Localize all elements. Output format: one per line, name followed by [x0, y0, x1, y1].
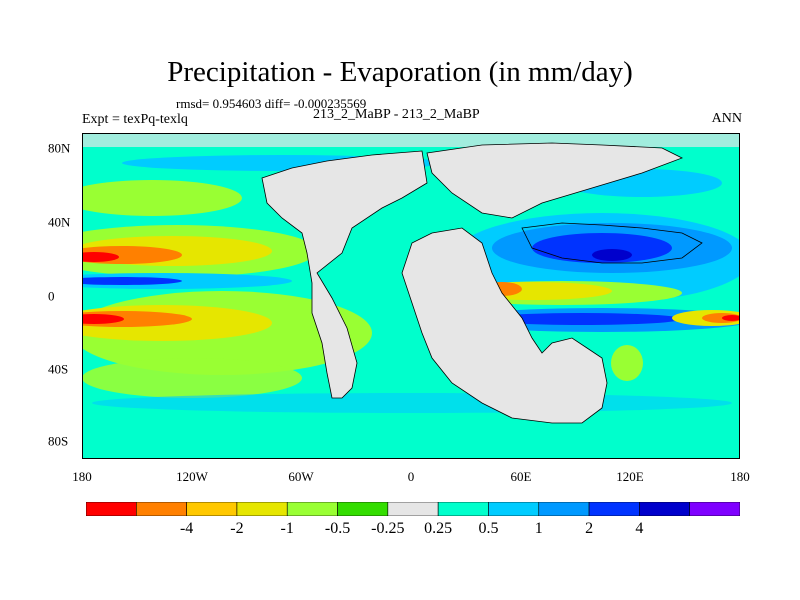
coastline-africa	[401, 227, 608, 424]
southern-ocean-blue	[92, 393, 732, 413]
south-lime-patch	[611, 345, 643, 381]
colorbar-swatch	[488, 502, 540, 516]
colorbar-swatch	[639, 502, 690, 516]
x-tick-label: 120W	[176, 469, 208, 484]
n-subtropic-west-red	[82, 252, 119, 262]
y-tick-label: 40S	[48, 361, 69, 377]
southern-ocean-lime	[82, 358, 302, 398]
season-label: ANN	[711, 111, 742, 126]
north-pacific-green	[82, 180, 242, 216]
colorbar-label: 0.25	[424, 520, 453, 537]
colorbar-swatch	[689, 502, 740, 516]
colorbar-swatch	[86, 502, 137, 516]
colorbar-swatch	[337, 502, 389, 516]
colorbar-swatch	[538, 502, 590, 516]
east-south-wet-dark	[482, 313, 682, 325]
far-east-dry-red	[722, 315, 740, 321]
colorbar-swatch	[588, 502, 640, 516]
colorbar-label: -2	[230, 520, 244, 537]
colorbar-label: 4	[635, 520, 644, 537]
y-tick-label: 40N	[48, 214, 71, 230]
east-wet-darkest	[592, 249, 632, 261]
x-tick-label: 180	[72, 469, 92, 484]
colorbar-label: -4	[179, 520, 194, 537]
s-subtropic-west-red	[82, 314, 124, 324]
y-tick-label: 80N	[48, 140, 71, 156]
equator-west-dark	[82, 277, 182, 285]
africa-eurasia-land	[402, 228, 607, 423]
y-tick-label: 80S	[48, 433, 69, 449]
colorbar-label: -0.25	[371, 520, 405, 537]
page-title: Precipitation - Evaporation (in mm/day)	[167, 56, 633, 88]
colorbar-swatch	[387, 502, 439, 516]
colorbar-label: 2	[585, 520, 594, 537]
y-tick-label: 0	[48, 288, 55, 304]
colorbar-label: -0.5	[324, 520, 351, 537]
colorbar-label: 0.5	[478, 520, 499, 537]
x-tick-label: 120E	[616, 469, 644, 484]
coastline-asia-east	[521, 222, 703, 264]
colorbar	[86, 502, 740, 516]
colorbar-label: 1	[534, 520, 543, 537]
stats-label: rmsd= 0.954603 diff= -0.000235569	[176, 96, 367, 111]
colorbar-swatch	[236, 502, 288, 516]
colorbar-swatch	[186, 502, 238, 516]
x-tick-label: 60E	[510, 469, 532, 484]
coastline-north	[426, 142, 683, 219]
colorbar-swatch	[136, 502, 187, 516]
x-tick-label: 180	[730, 469, 750, 484]
x-tick-label: 60W	[288, 469, 314, 484]
arctic-ice-band	[82, 133, 740, 147]
east-wet-dark	[532, 233, 672, 263]
americas-land	[262, 151, 427, 398]
map-frame	[82, 133, 740, 459]
case-label: 213_2_MaBP - 213_2_MaBP	[313, 107, 480, 122]
colorbar-swatch	[437, 502, 489, 516]
equator-west-blue	[82, 273, 292, 289]
greenland-asia-north-land	[427, 143, 682, 218]
colorbar-swatch	[286, 502, 338, 516]
experiment-label: Expt = texPq-texlq	[82, 112, 188, 127]
coastline-americas	[261, 150, 428, 399]
x-tick-label: 0	[407, 469, 415, 484]
colorbar-label: -1	[280, 520, 294, 537]
precip-evap-map	[82, 133, 740, 459]
